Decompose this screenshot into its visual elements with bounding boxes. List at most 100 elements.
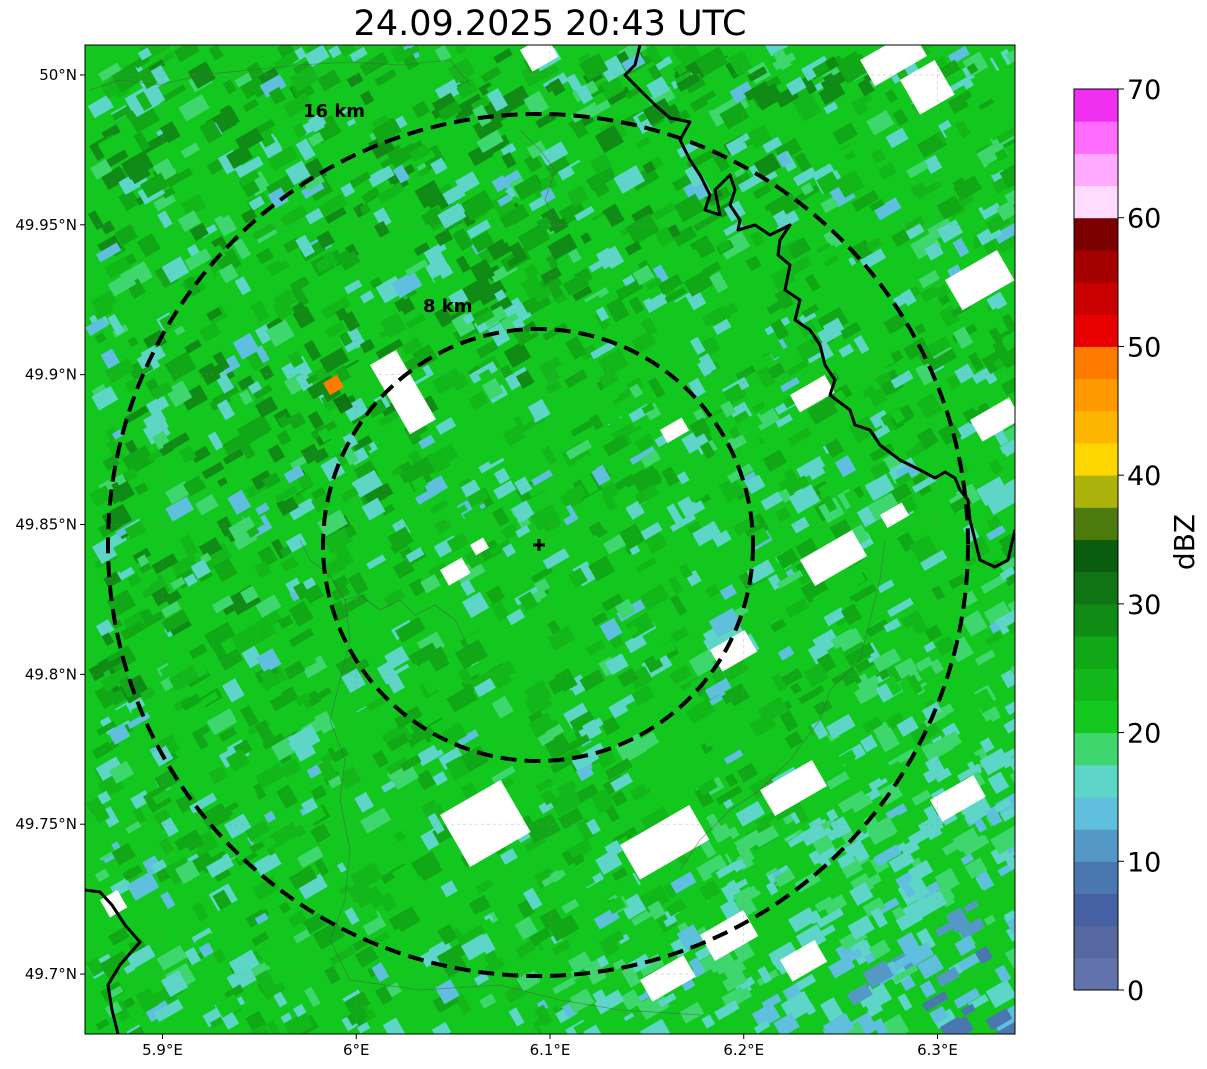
reflectivity-cell [108,985,124,999]
reflectivity-cell [252,222,277,241]
reflectivity-cell [670,871,697,894]
reflectivity-cell [404,140,424,155]
reflectivity-cell [988,458,1004,475]
reflectivity-cell [793,973,817,992]
reflectivity-cell [525,475,552,498]
reflectivity-cell [586,818,601,835]
reflectivity-cell [541,869,566,888]
reflectivity-cell [1007,595,1015,615]
reflectivity-cell [160,817,179,837]
reflectivity-cell [166,1017,187,1034]
reflectivity-cell [253,560,272,579]
reflectivity-cell [423,241,452,269]
reflectivity-cell [868,873,882,886]
reflectivity-cell [191,927,213,944]
reflectivity-cell [952,326,974,349]
reflectivity-cell [233,786,262,815]
reflectivity-cell [639,583,670,611]
reflectivity-cell [499,848,518,865]
reflectivity-cell [945,730,963,748]
reflectivity-cell [260,894,281,911]
reflectivity-cell [438,747,465,770]
reflectivity-cell [566,185,589,207]
reflectivity-cell [578,343,599,361]
reflectivity-cell [387,732,410,752]
reflectivity-cell [864,473,895,502]
reflectivity-cell [941,812,958,826]
reflectivity-cell [312,920,346,950]
reflectivity-cell [822,72,840,92]
reflectivity-cell [670,626,690,643]
reflectivity-cell [597,348,630,378]
reflectivity-cell [126,1024,149,1034]
reflectivity-cell [767,362,786,380]
reflectivity-cell [579,53,609,81]
reflectivity-cell [583,941,606,963]
reflectivity-cell [532,285,553,303]
reflectivity-cell [469,258,495,285]
reflectivity-cell [184,248,212,271]
reflectivity-cell [758,422,785,449]
reflectivity-cell [572,853,585,866]
reflectivity-cell [993,222,1015,244]
reflectivity-cell [1002,256,1015,272]
reflectivity-cell [258,945,278,967]
reflectivity-cell [826,808,839,822]
reflectivity-cell [924,755,946,779]
reflectivity-cell [721,691,736,705]
reflectivity-cell [198,942,214,958]
reflectivity-cell [598,55,626,83]
reflectivity-cell [449,455,470,476]
no-data-patch [799,530,867,586]
reflectivity-cell [190,559,211,580]
reflectivity-cell [763,116,785,140]
reflectivity-cell [985,807,1003,827]
reflectivity-cell [717,255,734,269]
reflectivity-cell [395,460,418,484]
reflectivity-cell [300,443,322,465]
reflectivity-cell [430,733,445,752]
reflectivity-cell [293,581,310,601]
reflectivity-cell [252,875,281,901]
reflectivity-cell [599,416,631,444]
reflectivity-cell [126,871,160,901]
reflectivity-cell [255,594,282,618]
reflectivity-cell [883,312,909,335]
reflectivity-cell [409,143,431,162]
reflectivity-cell [723,749,744,765]
reflectivity-cell [218,263,239,284]
reflectivity-cell [998,528,1015,558]
reflectivity-cell [491,507,510,527]
reflectivity-cell [667,575,684,595]
reflectivity-cell [240,585,259,604]
reflectivity-cell [408,642,440,668]
reflectivity-cell [749,263,771,283]
reflectivity-cell [952,238,970,258]
reflectivity-cell [574,205,595,222]
reflectivity-cell [887,597,914,618]
reflectivity-cell [233,238,251,260]
reflectivity-cell [99,950,128,973]
reflectivity-cell [885,665,903,685]
reflectivity-cell [523,679,553,707]
reflectivity-cell [188,995,217,1020]
reflectivity-cell [772,562,789,583]
reflectivity-cell [906,160,929,179]
reflectivity-cell [139,608,155,625]
reflectivity-cell [800,576,831,604]
reflectivity-cell [848,842,860,855]
reflectivity-cell [693,212,720,232]
reflectivity-cell [468,436,483,452]
reflectivity-cell [567,248,582,264]
reflectivity-cell [111,63,143,93]
reflectivity-cell [900,288,917,307]
reflectivity-cell [826,713,856,739]
reflectivity-cell [518,591,539,612]
reflectivity-cell [514,916,538,940]
reflectivity-cell [556,779,577,796]
reflectivity-cell [666,503,684,525]
reflectivity-cell [124,439,139,455]
reflectivity-cell [522,464,539,483]
reflectivity-cell [198,362,221,386]
reflectivity-cell [567,567,588,589]
